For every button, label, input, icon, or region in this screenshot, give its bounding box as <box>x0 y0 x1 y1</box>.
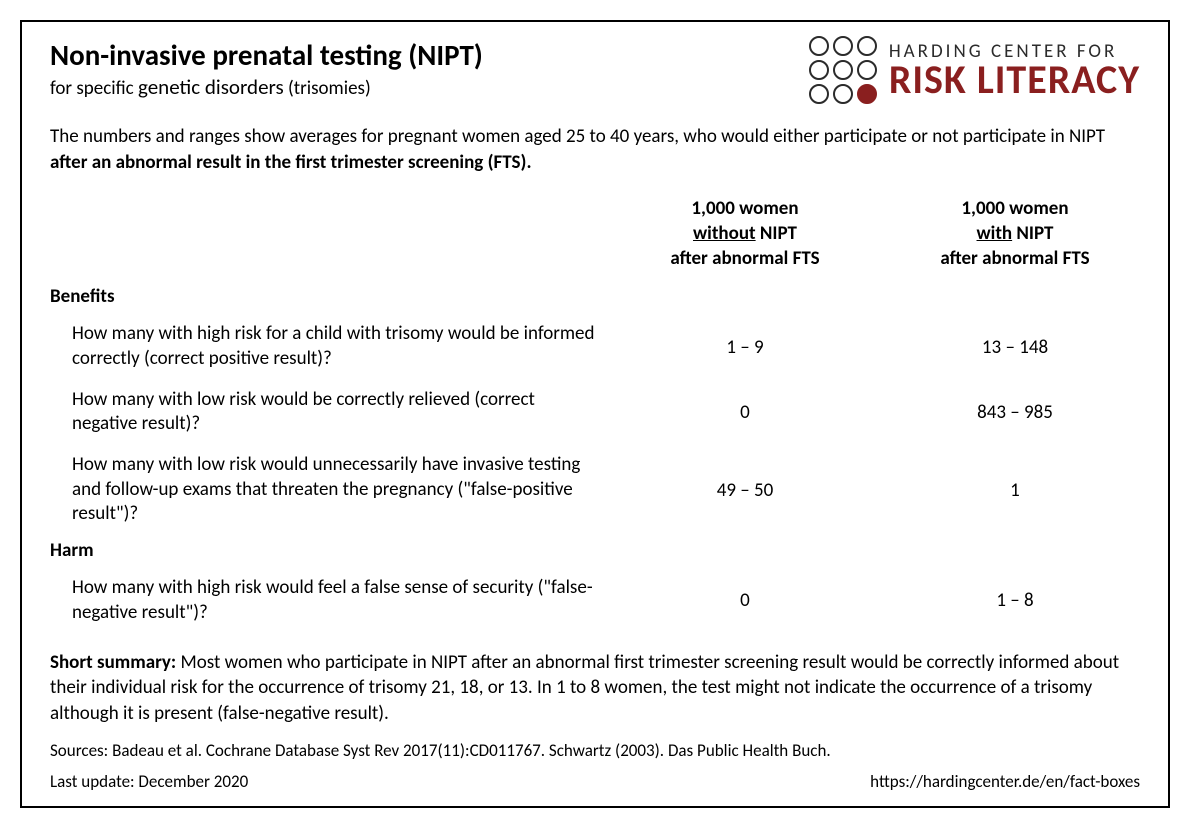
value-without-nipt: 49 – 50 <box>610 445 880 535</box>
subtitle: for specific genetic disorders (trisomie… <box>50 74 809 100</box>
logo-dot-icon <box>833 60 853 80</box>
colhead-rest: NIPT <box>1012 222 1053 245</box>
summary: Short summary: Most women who participat… <box>50 650 1140 727</box>
column-header-with: 1,000 women with NIPT after abnormal FTS <box>880 197 1150 281</box>
value-with-nipt: 13 – 148 <box>880 314 1150 379</box>
summary-text: Most women who participate in NIPT after… <box>50 651 1119 725</box>
colhead-rest: NIPT <box>756 222 797 245</box>
value-without-nipt: 1 – 9 <box>610 314 880 379</box>
row-question: How many with low risk would unnecessari… <box>50 445 610 535</box>
colhead-line1: 1,000 women <box>961 197 1068 220</box>
intro-pre: The numbers and ranges show averages for… <box>50 125 1105 148</box>
colhead-emph: with <box>977 222 1013 245</box>
subtitle-post: (trisomies) <box>284 77 371 100</box>
logo-dot-icon <box>857 60 877 80</box>
intro-text: The numbers and ranges show averages for… <box>50 124 1140 175</box>
logo-dot-icon <box>857 84 877 104</box>
logo-dot-icon <box>809 36 829 56</box>
colhead-line3: after abnormal FTS <box>940 247 1089 270</box>
column-header-without: 1,000 women without NIPT after abnormal … <box>610 197 880 281</box>
subtitle-mid: genetic disorders <box>138 74 284 100</box>
table-spacer <box>50 197 610 281</box>
fact-box: Non-invasive prenatal testing (NIPT) for… <box>20 20 1170 808</box>
value-without-nipt: 0 <box>610 380 880 445</box>
logo-bottom-line: RISK LITERACY <box>889 61 1140 99</box>
row-question: How many with high risk for a child with… <box>50 314 610 379</box>
logo: HARDING CENTER FOR RISK LITERACY <box>809 36 1140 106</box>
colhead-emph: without <box>693 222 756 245</box>
header-row: Non-invasive prenatal testing (NIPT) for… <box>50 40 1140 106</box>
section-label: Harm <box>50 535 1150 568</box>
colhead-line1: 1,000 women <box>691 197 798 220</box>
logo-text: HARDING CENTER FOR RISK LITERACY <box>889 43 1140 99</box>
intro-bold: after an abnormal result in the first tr… <box>50 151 532 174</box>
page-title: Non-invasive prenatal testing (NIPT) <box>50 40 809 72</box>
value-with-nipt: 1 – 8 <box>880 568 1150 633</box>
logo-dots-icon <box>809 36 879 106</box>
row-question: How many with low risk would be correctl… <box>50 380 610 445</box>
section-label: Benefits <box>50 281 1150 314</box>
subtitle-pre: for specific <box>50 77 138 100</box>
logo-dot-icon <box>809 84 829 104</box>
value-with-nipt: 1 <box>880 445 1150 535</box>
title-block: Non-invasive prenatal testing (NIPT) for… <box>50 40 809 100</box>
colhead-line3: after abnormal FTS <box>670 247 819 270</box>
footer-url: https://hardingcenter.de/en/fact-boxes <box>870 771 1140 792</box>
row-question: How many with high risk would feel a fal… <box>50 568 610 633</box>
summary-label: Short summary: <box>50 651 180 674</box>
last-update: Last update: December 2020 <box>50 771 248 792</box>
footer: Last update: December 2020 https://hardi… <box>50 771 1140 792</box>
logo-dot-icon <box>833 84 853 104</box>
logo-dot-icon <box>809 60 829 80</box>
value-with-nipt: 843 – 985 <box>880 380 1150 445</box>
logo-dot-icon <box>857 36 877 56</box>
comparison-table: 1,000 women without NIPT after abnormal … <box>50 197 1140 633</box>
value-without-nipt: 0 <box>610 568 880 633</box>
logo-dot-icon <box>833 36 853 56</box>
sources: Sources: Badeau et al. Cochrane Database… <box>50 740 1140 761</box>
